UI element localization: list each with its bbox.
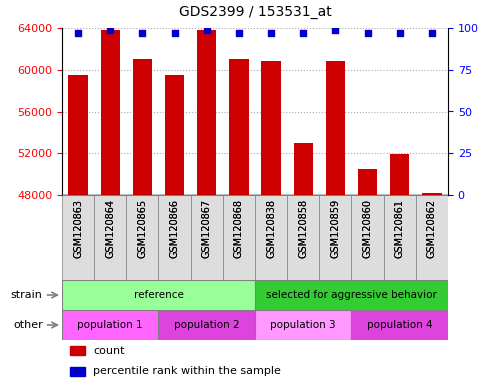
FancyBboxPatch shape	[287, 195, 319, 280]
FancyBboxPatch shape	[159, 195, 191, 280]
Bar	[101, 30, 120, 195]
Text: strain: strain	[11, 290, 43, 300]
Bar	[70, 346, 85, 355]
Point	[299, 30, 307, 36]
Point	[428, 30, 436, 36]
Point	[364, 30, 372, 36]
Text: population 1: population 1	[77, 320, 143, 330]
Text: GSM120858: GSM120858	[298, 199, 308, 258]
FancyBboxPatch shape	[126, 195, 159, 280]
Point	[74, 30, 82, 36]
Text: GSM120865: GSM120865	[138, 199, 147, 258]
Bar	[229, 59, 248, 195]
Text: GSM120838: GSM120838	[266, 199, 276, 258]
Text: GSM120864: GSM120864	[105, 199, 115, 258]
FancyBboxPatch shape	[352, 195, 384, 280]
FancyBboxPatch shape	[159, 310, 255, 340]
FancyBboxPatch shape	[352, 310, 448, 340]
Text: GSM120866: GSM120866	[170, 199, 179, 258]
Bar	[197, 30, 216, 195]
FancyBboxPatch shape	[62, 195, 94, 280]
FancyBboxPatch shape	[223, 195, 255, 280]
Point	[203, 26, 211, 33]
Text: GSM120862: GSM120862	[427, 199, 437, 258]
FancyBboxPatch shape	[384, 195, 416, 280]
Text: GSM120862: GSM120862	[427, 199, 437, 258]
Bar	[261, 61, 281, 195]
FancyBboxPatch shape	[62, 310, 159, 340]
FancyBboxPatch shape	[255, 195, 287, 280]
Text: GSM120859: GSM120859	[330, 199, 341, 258]
Bar	[69, 75, 88, 195]
FancyBboxPatch shape	[255, 280, 448, 310]
Bar	[390, 154, 409, 195]
Bar	[294, 143, 313, 195]
Text: GSM120863: GSM120863	[73, 199, 83, 258]
Point	[235, 30, 243, 36]
Point	[106, 26, 114, 33]
Text: percentile rank within the sample: percentile rank within the sample	[93, 366, 281, 376]
Point	[396, 30, 404, 36]
Bar	[133, 59, 152, 195]
Text: GSM120866: GSM120866	[170, 199, 179, 258]
Bar	[326, 61, 345, 195]
Text: other: other	[13, 320, 43, 330]
Text: GSM120868: GSM120868	[234, 199, 244, 258]
Text: GSM120865: GSM120865	[138, 199, 147, 258]
Text: GSM120868: GSM120868	[234, 199, 244, 258]
Text: GSM120867: GSM120867	[202, 199, 212, 258]
Text: GSM120864: GSM120864	[105, 199, 115, 258]
Bar	[423, 193, 442, 195]
FancyBboxPatch shape	[191, 195, 223, 280]
Point	[171, 30, 178, 36]
FancyBboxPatch shape	[62, 280, 255, 310]
Text: selected for aggressive behavior: selected for aggressive behavior	[266, 290, 437, 300]
Text: GSM120861: GSM120861	[395, 199, 405, 258]
Text: GSM120863: GSM120863	[73, 199, 83, 258]
Point	[331, 26, 339, 33]
Text: population 3: population 3	[271, 320, 336, 330]
Text: GSM120861: GSM120861	[395, 199, 405, 258]
Text: GSM120838: GSM120838	[266, 199, 276, 258]
Text: GSM120867: GSM120867	[202, 199, 212, 258]
Point	[139, 30, 146, 36]
Point	[267, 30, 275, 36]
Text: reference: reference	[134, 290, 183, 300]
Text: population 2: population 2	[174, 320, 240, 330]
Text: GSM120859: GSM120859	[330, 199, 341, 258]
Bar	[358, 169, 377, 195]
Text: GSM120858: GSM120858	[298, 199, 308, 258]
Text: GSM120860: GSM120860	[362, 199, 373, 258]
Text: GDS2399 / 153531_at: GDS2399 / 153531_at	[178, 5, 331, 19]
Text: GSM120860: GSM120860	[362, 199, 373, 258]
Bar	[70, 367, 85, 376]
FancyBboxPatch shape	[255, 310, 352, 340]
Text: population 4: population 4	[367, 320, 432, 330]
Text: count: count	[93, 346, 124, 356]
Bar	[165, 75, 184, 195]
FancyBboxPatch shape	[416, 195, 448, 280]
FancyBboxPatch shape	[94, 195, 126, 280]
FancyBboxPatch shape	[319, 195, 352, 280]
